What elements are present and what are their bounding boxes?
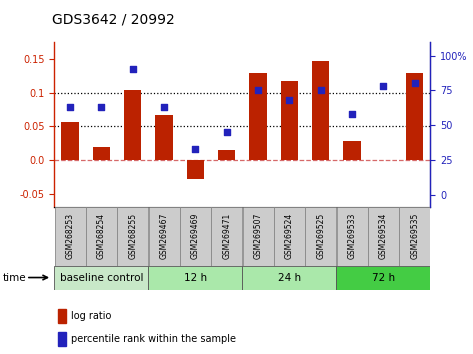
Bar xyxy=(180,207,211,266)
Text: GSM269525: GSM269525 xyxy=(316,213,325,259)
Text: GSM269469: GSM269469 xyxy=(191,213,200,259)
Text: GDS3642 / 20992: GDS3642 / 20992 xyxy=(52,12,175,27)
Bar xyxy=(58,309,66,324)
Bar xyxy=(249,73,267,160)
Bar xyxy=(343,141,361,160)
Text: baseline control: baseline control xyxy=(60,273,143,282)
Point xyxy=(411,81,419,86)
Text: time: time xyxy=(2,273,26,282)
Point xyxy=(129,67,137,72)
Bar xyxy=(281,81,298,160)
Point xyxy=(348,111,356,117)
Bar xyxy=(156,115,173,160)
Point xyxy=(66,104,74,110)
Text: GSM268255: GSM268255 xyxy=(128,213,137,259)
Point xyxy=(286,97,293,103)
Text: GSM269507: GSM269507 xyxy=(254,213,263,259)
Bar xyxy=(274,207,305,266)
Text: GSM269524: GSM269524 xyxy=(285,213,294,259)
Bar xyxy=(117,207,148,266)
Point xyxy=(317,87,324,93)
Bar xyxy=(149,266,243,290)
Point xyxy=(192,146,199,152)
Text: log ratio: log ratio xyxy=(71,311,112,321)
Text: GSM269534: GSM269534 xyxy=(379,213,388,259)
Bar xyxy=(211,207,242,266)
Bar xyxy=(337,207,368,266)
Point xyxy=(97,104,105,110)
Bar xyxy=(54,207,86,266)
Bar xyxy=(312,61,329,160)
Bar xyxy=(58,332,66,346)
Text: GSM269533: GSM269533 xyxy=(348,213,357,259)
Bar xyxy=(305,207,336,266)
Point xyxy=(160,104,168,110)
Bar xyxy=(243,207,273,266)
Point xyxy=(380,84,387,89)
Text: GSM269471: GSM269471 xyxy=(222,213,231,259)
Text: 72 h: 72 h xyxy=(372,273,395,282)
Bar xyxy=(399,207,430,266)
Bar xyxy=(336,266,430,290)
Text: GSM269467: GSM269467 xyxy=(159,213,168,259)
Bar xyxy=(61,122,79,160)
Bar xyxy=(368,207,399,266)
Text: 12 h: 12 h xyxy=(184,273,207,282)
Bar xyxy=(54,266,149,290)
Bar xyxy=(406,73,423,160)
Bar xyxy=(93,147,110,160)
Text: GSM268254: GSM268254 xyxy=(97,213,106,259)
Bar xyxy=(86,207,117,266)
Text: percentile rank within the sample: percentile rank within the sample xyxy=(71,334,236,344)
Bar xyxy=(243,266,336,290)
Text: GSM268253: GSM268253 xyxy=(66,213,75,259)
Point xyxy=(254,87,262,93)
Text: 24 h: 24 h xyxy=(278,273,301,282)
Bar xyxy=(187,160,204,179)
Point xyxy=(223,129,230,135)
Bar xyxy=(218,150,236,160)
Bar xyxy=(124,90,141,160)
Text: GSM269535: GSM269535 xyxy=(410,213,419,259)
Bar xyxy=(149,207,180,266)
